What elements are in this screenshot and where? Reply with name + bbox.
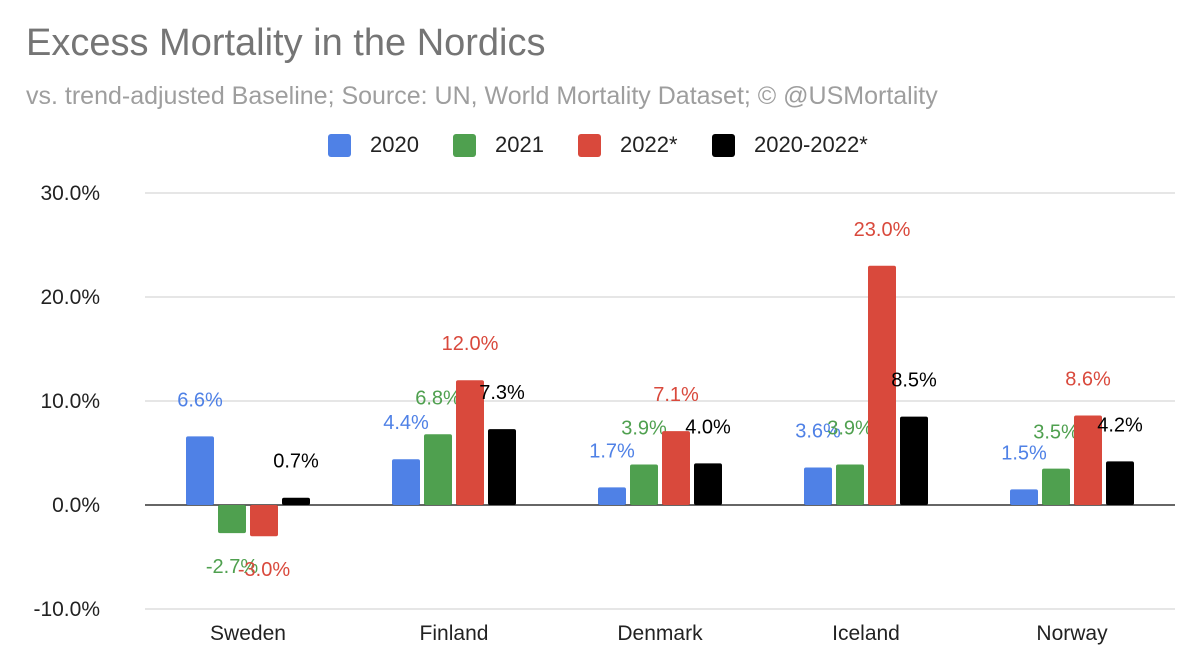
- data-label: 4.0%: [685, 416, 731, 438]
- legend-swatch-2020-2022: [712, 133, 735, 157]
- bar[interactable]: [456, 380, 484, 505]
- bar[interactable]: [630, 464, 658, 505]
- bar[interactable]: [1074, 415, 1102, 505]
- bar[interactable]: [1010, 489, 1038, 505]
- data-label: 4.2%: [1097, 414, 1143, 436]
- bar[interactable]: [186, 436, 214, 505]
- data-label: 8.5%: [891, 370, 937, 392]
- data-label: 12.0%: [442, 333, 499, 355]
- data-label: 1.5%: [1001, 442, 1047, 464]
- data-label: 3.6%: [795, 421, 841, 443]
- legend-swatch-2022: [578, 133, 601, 157]
- data-label: 0.7%: [273, 451, 319, 473]
- data-label: -2.7%: [206, 556, 258, 578]
- y-tick-label: 0.0%: [52, 494, 100, 517]
- x-tick-label: Sweden: [210, 622, 286, 645]
- legend-item-2020-2022[interactable]: 2020-2022*: [712, 130, 868, 160]
- bar[interactable]: [868, 265, 896, 505]
- data-label: 3.5%: [1033, 422, 1079, 444]
- bar[interactable]: [662, 431, 690, 505]
- data-label: 6.8%: [415, 387, 461, 409]
- x-tick-label: Iceland: [832, 622, 900, 645]
- data-label: 8.6%: [1065, 369, 1111, 391]
- legend-swatch-2021: [453, 133, 476, 157]
- data-label: 23.0%: [854, 219, 911, 241]
- bar[interactable]: [1106, 461, 1134, 505]
- bar[interactable]: [488, 429, 516, 505]
- chart-subtitle: vs. trend-adjusted Baseline; Source: UN,…: [26, 82, 938, 110]
- bar[interactable]: [694, 463, 722, 505]
- data-label: 7.3%: [479, 382, 525, 404]
- x-tick-label: Finland: [420, 622, 489, 645]
- bar[interactable]: [900, 416, 928, 505]
- data-label: 3.9%: [621, 417, 667, 439]
- legend-label-2021: 2021: [495, 132, 544, 157]
- legend-item-2020[interactable]: 2020: [328, 130, 419, 160]
- legend-item-2022[interactable]: 2022*: [578, 130, 678, 160]
- chart-title: Excess Mortality in the Nordics: [26, 22, 546, 64]
- legend-item-2021[interactable]: 2021: [453, 130, 544, 160]
- legend-label-2020-2022: 2020-2022*: [754, 132, 868, 157]
- x-tick-label: Norway: [1036, 622, 1108, 645]
- bar[interactable]: [1042, 468, 1070, 505]
- bar[interactable]: [804, 467, 832, 505]
- y-tick-label: 20.0%: [40, 286, 100, 309]
- legend-label-2020: 2020: [370, 132, 419, 157]
- bar[interactable]: [836, 464, 864, 505]
- data-label: -3.0%: [238, 559, 290, 581]
- y-tick-label: -10.0%: [33, 598, 100, 621]
- bar[interactable]: [424, 434, 452, 505]
- data-label: 7.1%: [653, 384, 699, 406]
- legend-label-2022: 2022*: [620, 132, 678, 157]
- legend-swatch-2020: [328, 133, 351, 157]
- bar[interactable]: [218, 505, 246, 534]
- data-label: 3.9%: [827, 417, 873, 439]
- bar[interactable]: [598, 487, 626, 505]
- data-label: 1.7%: [589, 440, 635, 462]
- chart-legend: 2020 2021 2022* 2020-2022*: [0, 130, 1200, 160]
- x-tick-label: Denmark: [617, 622, 703, 645]
- bar[interactable]: [250, 505, 278, 537]
- bar[interactable]: [392, 459, 420, 505]
- data-label: 6.6%: [177, 389, 223, 411]
- bar[interactable]: [282, 497, 310, 505]
- y-tick-label: 10.0%: [40, 390, 100, 413]
- y-tick-label: 30.0%: [40, 182, 100, 205]
- data-label: 4.4%: [383, 412, 429, 434]
